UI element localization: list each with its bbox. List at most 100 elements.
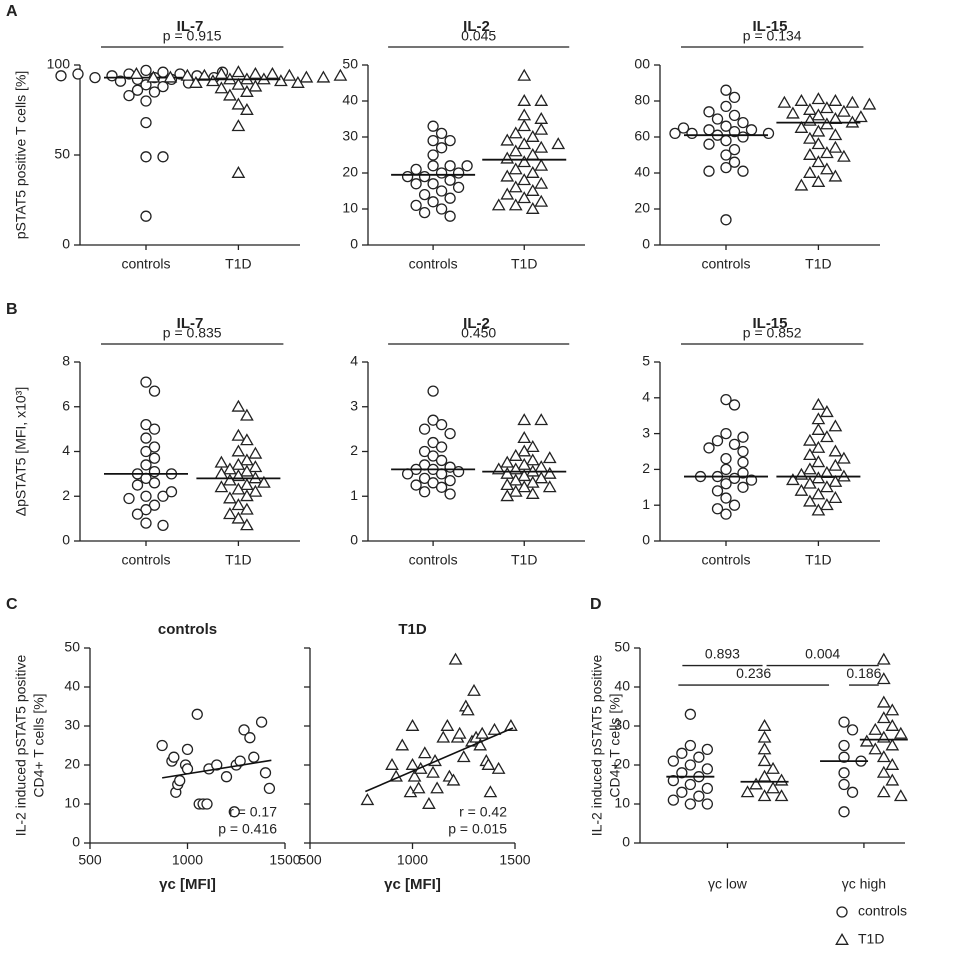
chart-title: IL-2 <box>463 18 490 35</box>
triangle-marker <box>820 117 834 130</box>
triangle-marker <box>820 101 834 114</box>
circle-marker <box>148 477 161 489</box>
circle-marker <box>410 178 422 190</box>
triangle-marker <box>820 162 834 175</box>
triangle-marker <box>542 480 557 493</box>
triangle-marker <box>504 718 518 731</box>
circle-marker <box>762 127 775 140</box>
triangle-marker <box>749 777 763 790</box>
circle-marker <box>728 438 741 450</box>
circle-marker <box>703 138 715 150</box>
circle-marker <box>684 739 696 752</box>
triangle-marker <box>811 108 826 121</box>
triangle-marker <box>491 761 506 774</box>
triangle-marker <box>481 757 496 770</box>
circle-marker <box>677 122 690 134</box>
y-axis-label: ΔpSTAT5 [MFI, x10³] <box>13 387 29 516</box>
circle-marker <box>140 445 152 458</box>
circle-marker <box>220 771 233 783</box>
y-tick-label: 40 <box>342 92 358 108</box>
triangle-marker <box>240 518 254 531</box>
circle-marker <box>737 116 749 129</box>
circle-marker <box>684 759 696 771</box>
circle-marker <box>444 488 456 500</box>
triangle-marker <box>265 66 280 79</box>
triangle-marker <box>500 187 515 200</box>
y-tick-label: 40 <box>64 678 80 694</box>
x-tick-label: controls <box>701 552 750 568</box>
triangle-marker <box>448 652 463 665</box>
x-tick-label: T1D <box>805 256 831 272</box>
panel-label: B <box>6 301 18 318</box>
comparison-label: 0.236 <box>736 665 771 681</box>
triangle-marker <box>240 502 254 515</box>
y-tick-label: 20 <box>634 200 650 216</box>
circle-marker <box>693 790 705 802</box>
triangle-marker <box>786 473 800 486</box>
x-tick-label: controls <box>701 256 750 272</box>
circle-marker <box>728 109 741 122</box>
triangle-marker <box>794 483 809 496</box>
circle-marker <box>244 732 256 744</box>
circle-marker <box>259 767 272 779</box>
circle-marker <box>676 786 688 798</box>
circle-marker <box>427 134 439 147</box>
chart-title: T1D <box>398 621 427 638</box>
circle-marker <box>669 127 681 140</box>
triangle-marker <box>517 93 532 106</box>
circle-marker <box>418 170 431 183</box>
triangle-marker <box>525 129 540 142</box>
circle-marker <box>745 124 758 136</box>
legend-label: T1D <box>858 931 884 947</box>
y-tick-label: 50 <box>64 639 80 655</box>
circle-marker <box>157 519 169 531</box>
annotation: r = 0.17 <box>229 804 277 820</box>
triangle-marker <box>837 451 851 464</box>
triangle-marker <box>405 718 420 731</box>
chart-title: controls <box>158 621 217 638</box>
triangle-marker <box>803 494 817 507</box>
triangle-marker <box>456 750 471 763</box>
triangle-marker <box>774 789 789 802</box>
circle-marker <box>181 763 194 775</box>
circle-marker <box>667 755 679 767</box>
circle-marker <box>703 442 715 454</box>
triangle-marker <box>231 97 246 110</box>
triangle-marker <box>757 718 772 731</box>
triangle-marker <box>231 65 246 78</box>
triangle-marker <box>508 126 523 139</box>
triangle-marker <box>360 793 375 806</box>
triangle-marker <box>146 70 161 83</box>
triangle-marker <box>885 738 900 751</box>
triangle-marker <box>483 785 498 798</box>
triangle-marker <box>534 140 549 153</box>
y-tick-label: 3 <box>350 397 358 413</box>
x-tick-label: 1500 <box>499 852 530 868</box>
circle-marker <box>444 134 456 147</box>
panel-label: D <box>590 596 602 613</box>
circle-marker <box>701 782 713 795</box>
triangle-marker <box>214 455 229 468</box>
triangle-marker <box>859 734 874 747</box>
triangle-marker <box>803 462 817 475</box>
x-tick-label: T1D <box>225 256 251 272</box>
triangle-marker <box>828 458 843 471</box>
y-tick-label: 1 <box>642 496 650 512</box>
y-tick-label: 0 <box>72 834 80 850</box>
circle-marker <box>140 418 152 431</box>
triangle-marker <box>475 726 490 739</box>
circle-marker <box>701 743 713 756</box>
chart-title: IL-15 <box>752 315 787 332</box>
triangle-marker <box>405 757 420 770</box>
circle-marker <box>140 504 152 516</box>
triangle-marker <box>446 773 461 786</box>
circle-marker <box>720 393 732 406</box>
triangle-marker <box>452 726 467 739</box>
triangle-marker <box>223 473 237 486</box>
triangle-marker <box>206 74 220 87</box>
triangle-marker <box>223 507 237 520</box>
circle-marker <box>72 68 84 80</box>
circle-marker <box>114 75 127 87</box>
triangle-marker <box>803 131 817 144</box>
triangle-marker <box>794 178 809 191</box>
